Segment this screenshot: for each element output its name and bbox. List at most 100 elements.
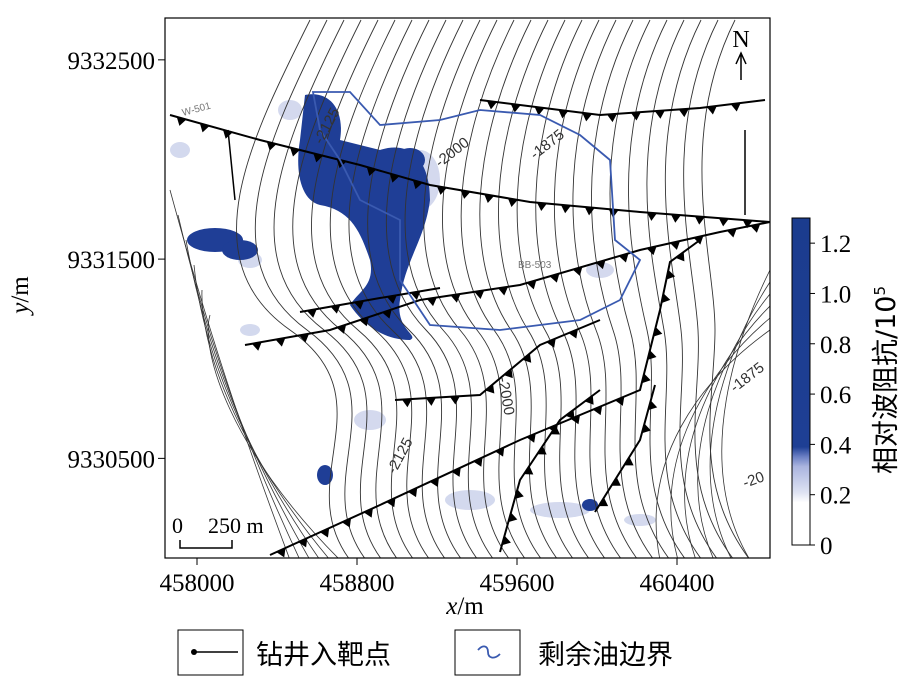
fault-tooth [366,166,377,176]
fault-tooth [382,309,392,319]
fault-tooth [654,110,665,119]
fault-tooth [363,508,373,518]
fault-tooth [498,286,509,296]
x-tick-label: 458800 [320,570,395,597]
fault-tooth [537,445,547,455]
colorbar-tick-label: 0.8 [820,332,851,359]
fault-tooth [670,214,681,223]
contour-line [721,269,770,558]
faults [169,99,770,558]
contour-line [709,281,770,558]
contour-line [628,19,686,558]
fault-tooth [550,425,560,435]
north-label: N [732,27,749,53]
fault-tooth [584,206,595,216]
high-impedance-anomalies [187,94,598,511]
colorbar-tick-label: 1.0 [820,281,851,308]
fault-tooth [341,518,352,528]
contour-line [591,19,654,558]
fault-tooth [330,304,341,314]
fault-tooth [598,497,609,507]
fault-tooth [646,246,657,256]
legend-box [177,629,244,676]
fault-tooth [473,457,483,467]
fault-tooth [646,212,657,221]
fault-tooth [615,396,625,406]
north-arrow [735,51,747,80]
fault-tooth [653,326,663,337]
x-tick-label: 458000 [160,570,235,597]
fault-tooth [534,106,545,116]
colorbar-tick-label: 0.2 [820,483,851,510]
fault-tooth [354,300,365,310]
contour-line [207,314,339,558]
contour-line [664,19,718,558]
contour-line [311,19,414,558]
fault-tooth [410,291,421,300]
fault-tooth [624,456,634,466]
axes: 458000 458800 459600 460400 9330500 9331500 93… [68,48,852,597]
y-tick-label: 9330500 [68,446,156,473]
fault-tooth [526,280,537,290]
fault-tooth [495,447,505,457]
fault-tooth [474,290,485,300]
fault-tooth [401,399,412,408]
fault-tooth [251,342,262,351]
plot-area [165,18,770,558]
fault-tooth [694,216,705,225]
fault-tooth [359,317,369,327]
fault-tooth [678,108,689,118]
fault-tooth [565,409,575,420]
fault-tooth [320,528,330,538]
contour-line [177,214,300,558]
fault-tooth [648,400,658,411]
colorbar-tick-label: 0.4 [820,432,852,459]
fault-tooth [298,538,308,548]
fault-tooth [549,273,560,283]
fault-tooth [611,477,621,486]
y-tick-label: 9332500 [68,48,156,75]
fault-tooth [742,219,753,229]
scale-label: 250 m [208,513,264,538]
colorbar-label: 相对波阻抗/105 [871,286,902,474]
fault-tooth [570,415,580,425]
contour-line [385,19,478,558]
fault-tooth [641,423,651,434]
contour-line [201,289,329,558]
fault-tooth [730,102,741,112]
contour-line [697,293,770,558]
contour-line [329,19,430,558]
fault-tooth [449,396,460,405]
fault-tooth [618,253,629,263]
fault-tooth [408,487,418,498]
contour-line [516,19,590,558]
fault-tooth [450,293,461,303]
fault-tooth [606,113,617,123]
fault-tooth [386,295,397,304]
contour-line [185,239,310,558]
fault-tooth [666,269,676,280]
well-track [227,129,236,201]
fault-line [244,221,770,346]
fault-tooth [568,329,578,339]
fault-line [269,239,701,556]
fault-tooth [560,204,571,214]
contour-line [442,19,526,558]
fault-tooth [386,497,396,508]
fault-tooth [508,512,518,523]
contour-line [683,19,734,558]
colorbar-tick-label: 0 [820,533,833,560]
legend-symbol [191,649,197,655]
contour-line [348,19,446,558]
fault-tooth [425,397,436,406]
fault-tooth [546,338,556,348]
colorbar [791,217,811,546]
fault-tooth [523,465,534,475]
plot-frame [164,17,771,559]
fault-tooth [641,373,651,384]
contour-label: -20 [741,468,767,491]
y-tick-label: 9331500 [68,247,156,274]
legend-box [454,629,521,676]
fault-tooth [584,395,594,405]
